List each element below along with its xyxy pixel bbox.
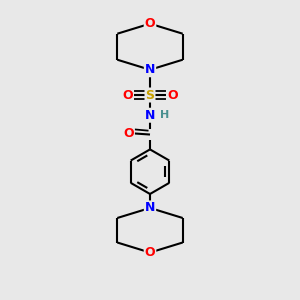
Text: N: N <box>145 202 155 214</box>
Text: S: S <box>146 88 154 101</box>
Text: O: O <box>145 246 155 259</box>
Text: O: O <box>167 88 178 101</box>
Text: N: N <box>145 109 155 122</box>
Text: O: O <box>122 88 133 101</box>
Text: O: O <box>145 17 155 30</box>
Text: H: H <box>160 110 169 120</box>
Text: N: N <box>145 63 155 76</box>
Text: O: O <box>123 127 134 140</box>
